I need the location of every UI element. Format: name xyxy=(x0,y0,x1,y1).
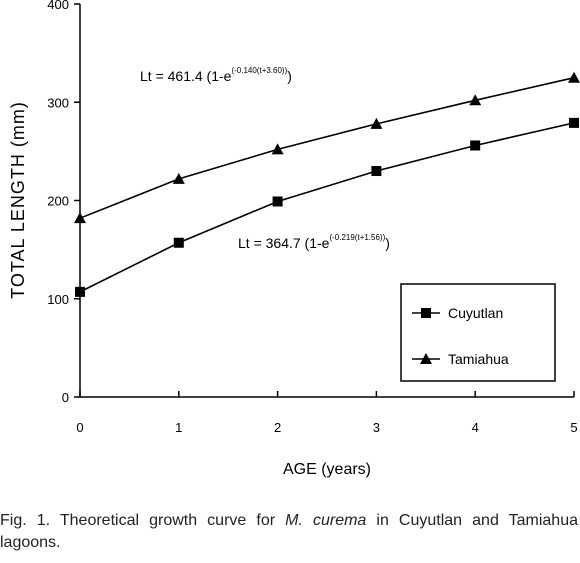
legend-box xyxy=(400,283,556,382)
y-tick-label: 400 xyxy=(47,0,69,12)
x-tick-label: 5 xyxy=(570,420,577,435)
y-tick-label: 100 xyxy=(47,292,69,307)
equation-tamiahua-base: Lt = 461.4 (1-e xyxy=(140,68,232,84)
caption-prefix: Fig. 1. Theoretical growth curve for xyxy=(0,512,286,529)
point-tamiahua xyxy=(568,71,580,83)
x-tick-label: 1 xyxy=(175,420,182,435)
legend-marker-cuyutlan xyxy=(421,308,431,318)
equation-tamiahua: Lt = 461.4 (1-e(-0.140(t+3.60))) xyxy=(140,66,292,84)
x-axis-title: AGE (years) xyxy=(283,461,371,478)
point-cuyutlan xyxy=(272,196,283,207)
x-tick-label: 4 xyxy=(472,420,479,435)
point-cuyutlan xyxy=(470,140,481,151)
series-line-cuyutlan xyxy=(79,122,575,293)
point-tamiahua xyxy=(271,143,284,155)
legend-label-tamiahua: Tamiahua xyxy=(448,351,509,367)
y-tick-label: 200 xyxy=(47,194,69,209)
point-tamiahua xyxy=(469,94,482,106)
legend-label-cuyutlan: Cuyutlan xyxy=(448,305,503,321)
x-tick-label: 0 xyxy=(76,420,83,435)
series-markers xyxy=(74,71,580,297)
series-line-tamiahua xyxy=(79,76,575,219)
equation-cuyutlan-tail: ) xyxy=(385,235,390,251)
point-cuyutlan xyxy=(173,237,184,248)
y-tick-label: 300 xyxy=(47,95,69,110)
point-tamiahua xyxy=(370,117,383,129)
y-tick-label: 0 xyxy=(62,390,69,405)
equation-tamiahua-exponent: (-0.140(t+3.60)) xyxy=(231,66,287,75)
legend: Cuyutlan Tamiahua xyxy=(400,283,556,382)
point-tamiahua xyxy=(74,212,86,224)
caption-suffix: in Cuyutlan and Tamiahua lagoons. xyxy=(0,512,578,551)
x-tick-label: 2 xyxy=(274,420,281,435)
point-cuyutlan xyxy=(569,117,579,128)
legend-marker-tamiahua xyxy=(420,353,432,364)
point-tamiahua xyxy=(172,172,185,184)
point-cuyutlan xyxy=(75,286,85,297)
series-lines xyxy=(79,76,575,293)
x-tick-label: 3 xyxy=(373,420,380,435)
point-cuyutlan xyxy=(371,166,382,177)
growth-chart: 0 1 2 3 4 5 0 100 200 300 400 AGE (years) TOTAL LE… xyxy=(8,0,580,478)
y-axis-title: TOTAL LENGTH (mm) xyxy=(8,101,28,299)
equation-cuyutlan-base: Lt = 364.7 (1-e xyxy=(238,235,330,251)
equation-cuyutlan: Lt = 364.7 (1-e(-0.219(t+1.56))) xyxy=(238,233,390,251)
axis-ticks: 0 1 2 3 4 5 0 100 200 300 400 xyxy=(47,0,577,435)
equation-tamiahua-tail: ) xyxy=(287,68,292,84)
figure-caption: Fig. 1. Theoretical growth curve for M. … xyxy=(0,510,578,554)
equation-cuyutlan-exponent: (-0.219(t+1.56)) xyxy=(329,233,385,242)
caption-species: M. curema xyxy=(285,512,367,529)
